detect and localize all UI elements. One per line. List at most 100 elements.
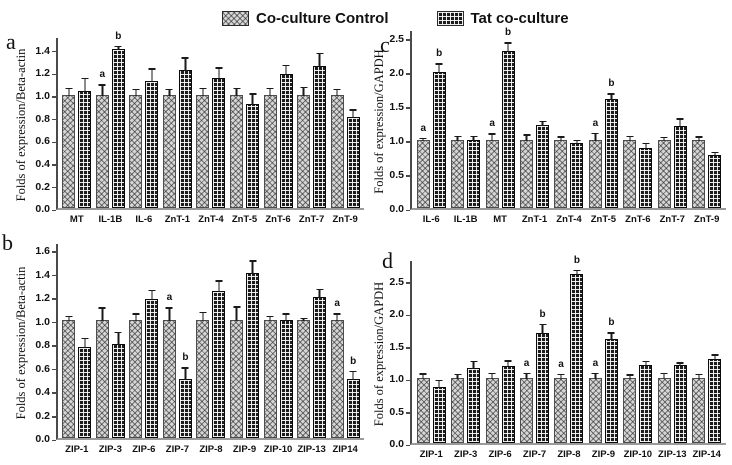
y-tick-mark — [52, 321, 56, 324]
bar-group: a b IL-6 — [416, 31, 447, 225]
bar-group: ZnT-1 — [162, 38, 193, 225]
error-bar — [233, 87, 240, 96]
error-bar — [419, 137, 427, 142]
tat-bar — [313, 288, 327, 438]
bar-group: ZIP-3 — [95, 244, 126, 455]
tat-bar — [639, 142, 653, 208]
y-tick-mark — [52, 118, 56, 121]
y-tick-label: 0.2 — [35, 180, 50, 193]
control-bar — [485, 372, 499, 443]
error-bar — [282, 65, 290, 76]
error-bar — [523, 134, 531, 141]
y-tick-mark — [52, 298, 56, 300]
error-bar — [695, 136, 703, 141]
error-bar — [435, 379, 443, 389]
y-tick-mark — [52, 96, 56, 98]
y-tick-mark — [406, 73, 410, 75]
error-bar — [132, 88, 140, 96]
significance-letter: a — [592, 117, 599, 129]
tat-bar — [279, 65, 293, 208]
legend-item-control: Co-culture Control — [222, 10, 389, 27]
y-tick-label: 0.5 — [389, 169, 404, 182]
error-bar — [607, 93, 615, 100]
error-bar — [181, 57, 189, 71]
error-bar — [165, 307, 173, 322]
y-tick-mark — [406, 282, 410, 284]
category-label: ZIP-10 — [263, 444, 293, 455]
tat-bar — [178, 57, 192, 208]
error-bar — [676, 362, 684, 366]
panel-d-chart: d Folds of expression/GAPDH ZIP-1 ZIP-3 ZI… — [366, 232, 732, 465]
control-bar — [263, 315, 277, 438]
category-label: ZIP-3 — [454, 449, 478, 460]
error-bar — [65, 315, 73, 322]
y-tick-mark — [406, 141, 410, 143]
tat-bar — [708, 151, 722, 208]
category-label: ZnT-4 — [556, 214, 582, 225]
y-tick-mark — [406, 412, 410, 414]
error-bar — [148, 289, 156, 301]
y-tick-label: 1.2 — [35, 67, 50, 80]
tat-bar — [246, 260, 259, 438]
bar-group: ZIP-10 — [263, 244, 294, 455]
tat-bar — [501, 360, 515, 443]
control-bar — [62, 87, 76, 208]
control-bar — [657, 372, 671, 443]
bar-group: ZnT-7 — [657, 31, 688, 225]
error-bar — [504, 360, 512, 368]
control-bar — [95, 307, 109, 438]
y-tick-label: 0.8 — [35, 339, 50, 352]
bar-group: ZIP-10 — [622, 261, 653, 460]
control-bar — [451, 135, 465, 208]
tat-bar — [346, 109, 360, 208]
tat-bar — [570, 139, 584, 208]
error-bar — [81, 337, 89, 349]
significance-letter: b — [436, 48, 443, 60]
category-label: MT — [69, 214, 84, 225]
control-bar: a — [588, 118, 602, 208]
y-tick-label: 2.0 — [389, 308, 404, 321]
tat-bar — [313, 52, 327, 208]
bar-group: ZnT-4 — [553, 31, 584, 225]
y-tick-mark — [52, 416, 56, 418]
error-bar — [488, 372, 496, 380]
y-tick-label: 2.5 — [389, 33, 404, 46]
y-tick-label: 0.4 — [35, 386, 50, 399]
error-bar — [573, 269, 581, 276]
y-tick-label: 0.6 — [35, 135, 50, 148]
y-tick-label: 1.0 — [389, 135, 404, 148]
y-tick-mark — [406, 39, 410, 41]
category-label: ZnT-7 — [659, 214, 685, 225]
error-bar — [349, 370, 357, 381]
tat-bar — [673, 362, 687, 443]
significance-letter: a — [592, 357, 599, 369]
control-bar — [129, 313, 143, 438]
error-bar — [65, 87, 73, 96]
control-bar — [657, 136, 671, 208]
error-bar — [249, 260, 256, 275]
error-bar — [711, 151, 719, 156]
bar-group: ZnT-6 — [263, 38, 294, 225]
y-tick-label: 0.5 — [389, 405, 404, 418]
error-bar — [199, 87, 207, 96]
category-label: ZIP-6 — [132, 444, 156, 455]
panel-c-plot-area: a b IL-6 IL-1B a b MT ZnT-1 ZnT-4 a b ZnT-5 ZnT-6 ZnT… — [410, 28, 726, 225]
y-tick-label: 0.4 — [35, 158, 50, 171]
tat-bar: b — [178, 353, 192, 438]
category-label: ZIP-1 — [65, 444, 89, 455]
error-bar — [165, 88, 173, 96]
tat-bar — [78, 337, 92, 438]
category-label: ZnT-7 — [298, 214, 325, 225]
category-label: IL-1B — [453, 214, 478, 225]
bar-group: ZIP-9 — [229, 244, 260, 455]
bar-group: IL-6 — [128, 38, 159, 225]
error-bar — [333, 313, 341, 322]
error-bar — [98, 84, 106, 97]
control-bar — [416, 373, 430, 443]
significance-letter: b — [573, 254, 581, 266]
category-label: ZIP14 — [332, 444, 358, 455]
panel-a-chart: a Folds of expression/Beta-actin MT a b IL-… — [0, 25, 366, 230]
bar-group: ZIP-8 — [195, 244, 226, 455]
control-bar: a — [330, 299, 344, 438]
y-tick-label: 1.0 — [35, 90, 50, 103]
